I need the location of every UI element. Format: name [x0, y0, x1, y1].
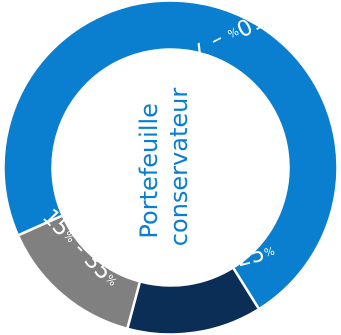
- slice-high-segment: [2, 0, 339, 311]
- slice-low-label-max-unit: %: [263, 245, 276, 260]
- center-label: Portefeuille conservateur: [135, 88, 193, 247]
- slice-low-label-separator: –: [210, 248, 240, 278]
- slice-low-label-min-unit: %: [201, 260, 214, 275]
- center-label-line2: conservateur: [165, 88, 193, 247]
- slice-low-label-min: 5: [186, 257, 206, 285]
- slice-mid-segment: [16, 213, 142, 331]
- slice-low-label: 5% – 25%: [186, 239, 277, 285]
- center-label-line1: Portefeuille: [135, 103, 163, 239]
